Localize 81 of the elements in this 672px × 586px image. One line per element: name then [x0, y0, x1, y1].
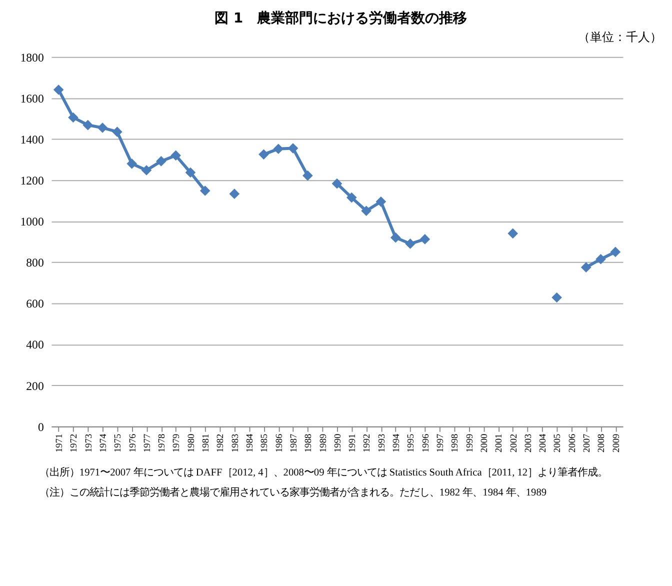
- x-tick-label: 2002: [509, 433, 520, 453]
- x-tick-label: 1973: [84, 433, 94, 453]
- x-tick-label: 1984: [246, 433, 256, 453]
- x-tick-label: 1986: [274, 433, 285, 453]
- x-tick-label: 1982: [216, 433, 226, 453]
- x-tick-label: 2003: [524, 433, 534, 453]
- x-tick-label: 1979: [172, 433, 182, 453]
- point: [229, 188, 240, 200]
- y-tick-label: 800: [26, 256, 44, 270]
- x-tick-label: 1993: [377, 433, 388, 453]
- y-tick-label: 600: [26, 296, 44, 311]
- x-tick-label: 2007: [582, 433, 593, 453]
- x-tick-label: 1977: [142, 433, 153, 453]
- x-tick-label: 1996: [421, 433, 432, 453]
- y-tick-label: 1400: [20, 132, 44, 146]
- y-tick-label: 1200: [20, 174, 44, 188]
- point: [346, 192, 357, 203]
- point: [170, 150, 181, 161]
- point: [185, 167, 196, 178]
- x-tick-label: 1988: [304, 433, 314, 453]
- y-tick-label: 1000: [20, 214, 44, 229]
- x-tick-label: 1974: [98, 433, 109, 453]
- x-tick-label: 1994: [392, 433, 402, 453]
- x-tick-label: 1995: [406, 433, 417, 453]
- x-tick-label: 2000: [480, 433, 490, 453]
- point: [68, 112, 78, 123]
- x-tick-label: 2005: [553, 433, 564, 453]
- point: [596, 254, 606, 264]
- point: [332, 178, 342, 189]
- point: [288, 143, 298, 154]
- point: [361, 206, 372, 216]
- x-tick-label: 1987: [289, 433, 300, 453]
- point: [610, 246, 621, 258]
- text: （単位：千人）: [578, 30, 662, 44]
- point: [376, 196, 386, 207]
- text: （出所）1971〜2007 年については DAFF［2012, 4］、2008〜09 年については Statistics South Africa［2011, 12］より筆者作成。: [39, 466, 608, 479]
- point: [390, 232, 401, 243]
- x-tick-label: 1991: [348, 433, 358, 453]
- point: [141, 165, 152, 176]
- x-tick-label: 1999: [465, 433, 476, 453]
- point: [126, 158, 137, 169]
- x-tick-label: 1972: [70, 433, 80, 453]
- x-tick-label: 1980: [186, 433, 197, 453]
- x-tick-label: 1992: [362, 433, 373, 453]
- chart-title: 図 1 農業部門における労働者数の推移: [214, 9, 468, 26]
- x-tick-label: 1978: [158, 433, 168, 453]
- x-tick-label: 2008: [597, 433, 608, 453]
- x-tick-label: 2006: [568, 433, 578, 453]
- point: [156, 156, 166, 166]
- x-tick-label: 1971: [55, 433, 66, 453]
- point: [552, 292, 562, 303]
- point: [97, 122, 108, 133]
- point: [53, 84, 64, 95]
- point: [420, 234, 430, 244]
- y-tick-label: 0: [38, 420, 44, 434]
- point: [258, 149, 269, 160]
- x-tick-label: 1975: [114, 433, 124, 453]
- point: [112, 126, 122, 138]
- point: [82, 120, 94, 130]
- text: （注）この統計には季節労働者と農場で雇用されている家事労働者が含まれる。ただし、1982 年、1984 年、1989: [39, 486, 547, 498]
- point: [200, 186, 210, 196]
- y-tick-label: 1800: [20, 50, 44, 64]
- x-tick-label: 1976: [128, 433, 138, 453]
- point: [405, 238, 416, 249]
- point: [302, 170, 313, 181]
- x-tick-label: 2009: [612, 433, 622, 453]
- x-tick-label: 2001: [494, 433, 505, 453]
- point: [273, 144, 284, 154]
- x-tick-label: 1985: [260, 433, 270, 453]
- y-tick-label: 200: [26, 378, 44, 393]
- y-tick-label: 400: [26, 338, 44, 352]
- y-tick-label: 1600: [20, 91, 44, 106]
- x-tick-label: 2004: [538, 433, 549, 453]
- point: [508, 228, 518, 239]
- x-tick-label: 1998: [450, 433, 461, 453]
- x-tick-label: 1989: [318, 433, 329, 453]
- point: [580, 262, 592, 273]
- x-tick-label: 1990: [333, 433, 344, 453]
- x-tick-label: 1983: [230, 433, 241, 453]
- x-tick-label: 1981: [202, 433, 212, 453]
- x-tick-label: 1997: [436, 433, 446, 453]
